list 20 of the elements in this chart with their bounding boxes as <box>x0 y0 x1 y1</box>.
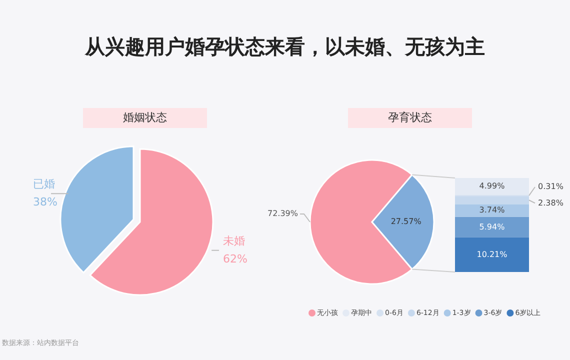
data-label: 4.99% <box>479 182 506 191</box>
data-label: 72.39% <box>267 209 298 218</box>
data-label: 62% <box>223 252 248 266</box>
data-label: 27.57% <box>390 217 422 226</box>
bar <box>455 196 529 204</box>
data-label: 3.74% <box>479 206 506 215</box>
slice-label: 未婚 <box>223 234 245 248</box>
bar <box>455 237 529 272</box>
data-label: 10.21% <box>476 250 508 259</box>
data-label: 2.38% <box>538 198 564 208</box>
data-label: 38% <box>33 196 58 209</box>
chart-title: 从兴趣用户婚孕状态来看，以未婚、无孩为主 <box>84 34 485 58</box>
data-label: 0.31% <box>538 182 564 192</box>
bar <box>455 216 529 238</box>
chart-title: 孕育状态 <box>388 111 432 124</box>
data-label: 5.94% <box>479 222 506 232</box>
bar <box>455 178 529 196</box>
slice-label: 已婚 <box>33 178 55 191</box>
chart-subtitle: 婚姻状态 <box>123 111 167 124</box>
bar <box>455 204 529 217</box>
